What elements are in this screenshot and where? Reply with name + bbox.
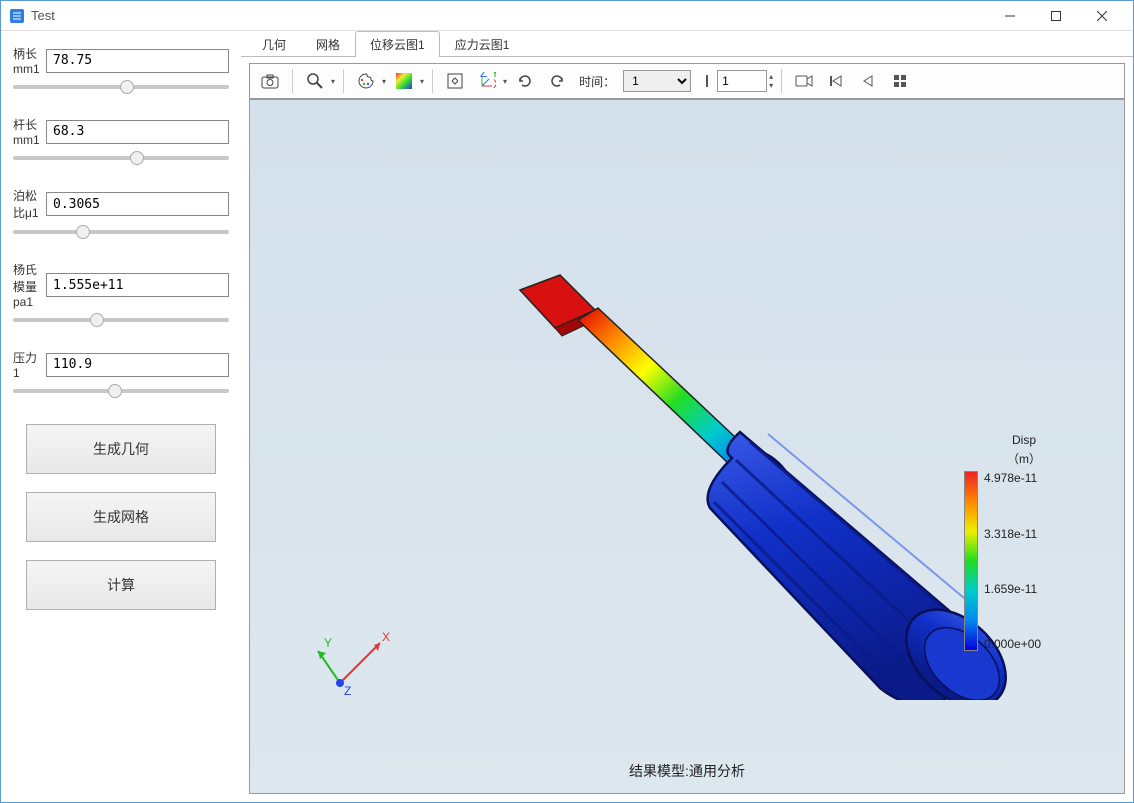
rotate-ccw-icon[interactable] xyxy=(543,67,571,95)
frame-input[interactable] xyxy=(717,70,767,92)
axis-gizmo: X Y Z xyxy=(310,623,400,703)
time-step-back-icon[interactable] xyxy=(695,67,713,95)
maximize-button[interactable] xyxy=(1033,1,1079,31)
time-label: 时间： xyxy=(579,73,615,90)
screenshot-icon[interactable] xyxy=(256,67,284,95)
tab-bar: 几何 网格 位移云图1 应力云图1 xyxy=(241,31,1133,57)
young-modulus-slider[interactable] xyxy=(13,318,229,322)
tab-displacement[interactable]: 位移云图1 xyxy=(355,31,440,57)
pressure-input[interactable] xyxy=(46,353,229,377)
generate-mesh-button[interactable]: 生成网格 xyxy=(26,492,216,542)
rotate-cw-icon[interactable] xyxy=(511,67,539,95)
skip-first-icon[interactable] xyxy=(822,67,850,95)
tab-mesh[interactable]: 网格 xyxy=(301,31,355,57)
poisson-input[interactable] xyxy=(46,192,229,216)
rod-length-input[interactable] xyxy=(46,120,229,144)
viewport-caption: 结果模型:通用分析 xyxy=(629,761,745,781)
colormap-dropdown-icon[interactable]: ▾ xyxy=(420,77,424,86)
svg-text:X: X xyxy=(493,77,496,90)
handle-length-label: 柄长mm1 xyxy=(13,45,42,76)
fit-view-icon[interactable] xyxy=(441,67,469,95)
handle-length-slider[interactable] xyxy=(13,85,229,89)
handle-length-input[interactable] xyxy=(46,49,229,73)
minimize-button[interactable] xyxy=(987,1,1033,31)
tab-geometry[interactable]: 几何 xyxy=(247,31,301,57)
viewport-3d[interactable]: X Y Z Disp （m） 4.978e-11 xyxy=(249,99,1125,794)
colormap-icon[interactable] xyxy=(390,67,418,95)
axes-dropdown-icon[interactable]: ▾ xyxy=(503,77,507,86)
palette-dropdown-icon[interactable]: ▾ xyxy=(382,77,386,86)
legend-title-2: （m） xyxy=(1007,452,1041,466)
more-icon[interactable] xyxy=(886,67,914,95)
palette-icon[interactable] xyxy=(352,67,380,95)
record-icon[interactable] xyxy=(790,67,818,95)
viewport-toolbar: ▾ ▾ ▾ YXZ ▾ 时间： 1 ▴▾ xyxy=(249,63,1125,99)
legend-colorbar xyxy=(964,471,978,651)
frame-up-icon[interactable]: ▴ xyxy=(769,72,773,81)
svg-text:Z: Z xyxy=(480,72,487,80)
svg-text:Z: Z xyxy=(344,684,351,698)
rod-length-label: 杆长mm1 xyxy=(13,116,42,147)
legend-tick: 1.659e-11 xyxy=(984,582,1084,596)
time-select[interactable]: 1 xyxy=(623,70,691,92)
legend-tick: 0.000e+00 xyxy=(984,637,1084,651)
pressure-label: 压力1 xyxy=(13,349,42,380)
close-button[interactable] xyxy=(1079,1,1125,31)
svg-text:Y: Y xyxy=(324,636,332,650)
legend-tick: 4.978e-11 xyxy=(984,471,1084,485)
color-legend: Disp （m） 4.978e-11 3.318e-11 1.659e-11 0… xyxy=(964,430,1084,651)
titlebar: Test xyxy=(1,1,1133,31)
young-modulus-label: 杨氏模量pa1 xyxy=(13,261,42,309)
axes-orient-icon[interactable]: YXZ xyxy=(473,67,501,95)
legend-tick: 3.318e-11 xyxy=(984,527,1084,541)
svg-text:X: X xyxy=(382,630,390,644)
zoom-icon[interactable] xyxy=(301,67,329,95)
app-icon xyxy=(9,8,25,24)
zoom-dropdown-icon[interactable]: ▾ xyxy=(331,77,335,86)
tab-stress[interactable]: 应力云图1 xyxy=(440,31,525,57)
generate-geometry-button[interactable]: 生成几何 xyxy=(26,424,216,474)
sidebar: 柄长mm1 杆长mm1 泊松比μ1 杨氏模量pa1 xyxy=(1,31,241,802)
compute-button[interactable]: 计算 xyxy=(26,560,216,610)
young-modulus-input[interactable] xyxy=(46,273,229,297)
play-back-icon[interactable] xyxy=(854,67,882,95)
poisson-label: 泊松比μ1 xyxy=(13,187,42,221)
legend-title-1: Disp xyxy=(1012,433,1036,447)
poisson-slider[interactable] xyxy=(13,230,229,234)
screwdriver-model xyxy=(400,220,1040,700)
pressure-slider[interactable] xyxy=(13,389,229,393)
frame-down-icon[interactable]: ▾ xyxy=(769,81,773,90)
window-title: Test xyxy=(31,8,987,23)
rod-length-slider[interactable] xyxy=(13,156,229,160)
